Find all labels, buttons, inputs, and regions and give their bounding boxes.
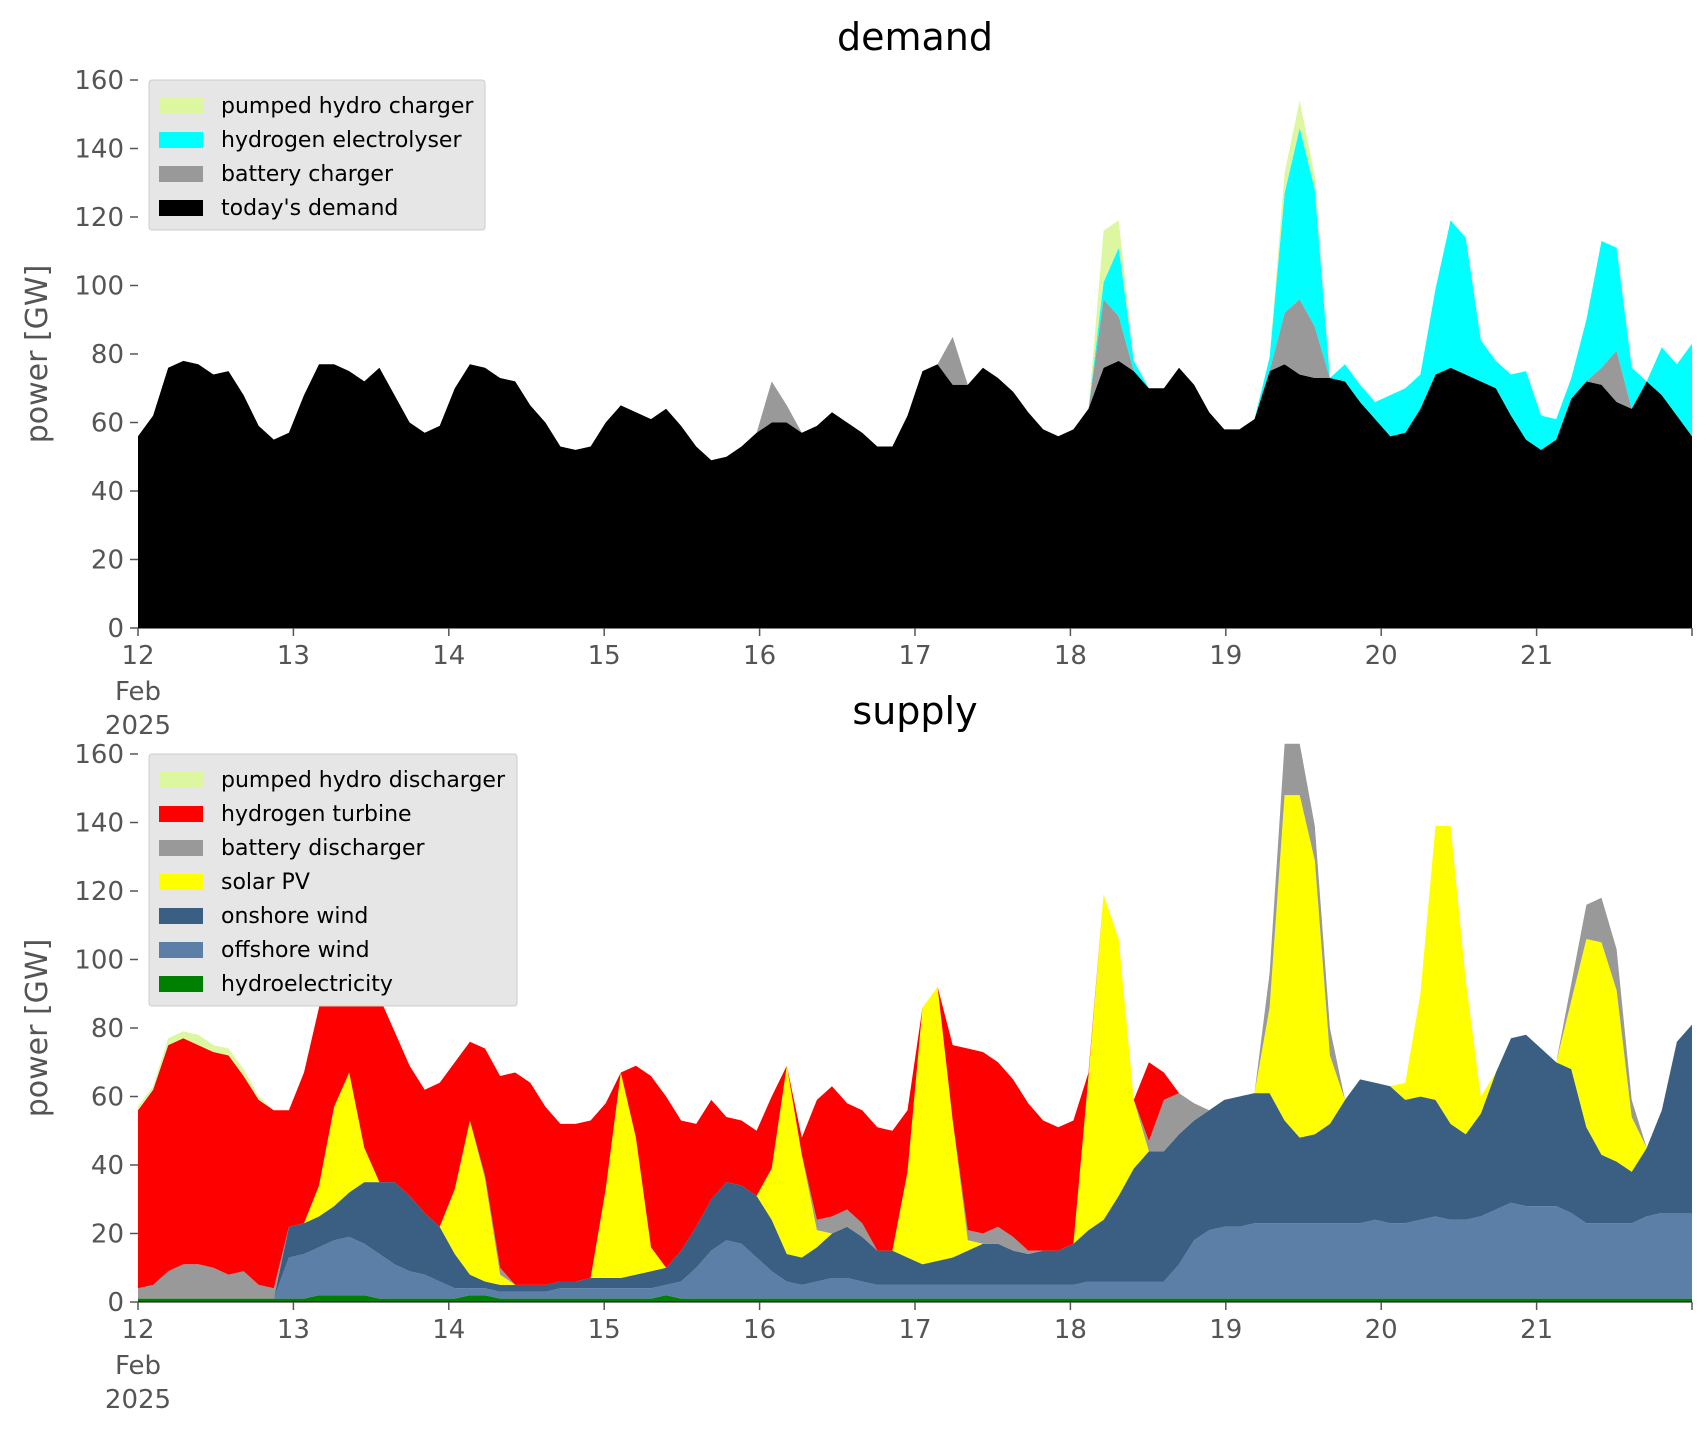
legend-label: today's demand xyxy=(221,196,398,221)
legend-label: onshore wind xyxy=(221,904,368,929)
y-tick-label: 100 xyxy=(74,272,124,302)
y-axis-label: power [GW] xyxy=(20,265,55,444)
legend-label: pumped hydro discharger xyxy=(221,768,506,793)
legend-box xyxy=(148,79,486,231)
area-hydrogen-electrolyser xyxy=(138,127,1692,461)
x-tick-label: 12 xyxy=(121,1315,154,1345)
x-tick-label: 15 xyxy=(588,1315,621,1345)
y-tick-label: 160 xyxy=(74,740,124,770)
x-tick-label: 13 xyxy=(277,1315,310,1345)
x-tick-sublabel: Feb xyxy=(115,1351,161,1381)
legend-swatch xyxy=(159,132,203,148)
y-tick-label: 0 xyxy=(107,1288,124,1318)
legend-label: pumped hydro charger xyxy=(221,94,474,119)
x-tick-label: 12 xyxy=(121,641,154,671)
area-offshore-wind xyxy=(138,1202,1692,1299)
supply-panel: supply 0 20 40 60 80 100 120 140 160 power [GW] 12 1… xyxy=(20,689,1693,1415)
x-tick-label: 18 xyxy=(1054,641,1087,671)
legend-label: battery discharger xyxy=(221,836,426,861)
y-tick-label: 60 xyxy=(91,409,124,439)
chart-title: supply xyxy=(852,689,977,733)
area-solar-pv xyxy=(138,795,1692,1299)
y-tick-label: 80 xyxy=(91,1014,124,1044)
x-tick-label: 19 xyxy=(1209,1315,1242,1345)
legend-swatch xyxy=(159,200,203,216)
y-tick-label: 100 xyxy=(74,946,124,976)
area-series xyxy=(138,100,1692,628)
x-tick-label: 14 xyxy=(432,641,465,671)
x-tick-label: 16 xyxy=(743,1315,776,1345)
legend-swatch xyxy=(159,98,203,114)
legend-label: solar PV xyxy=(221,870,310,895)
y-tick-label: 20 xyxy=(91,546,124,576)
area-hydrogen-turbine xyxy=(138,743,1692,1289)
area-series xyxy=(138,743,1692,1302)
y-tick-label: 140 xyxy=(74,135,124,165)
legend-box xyxy=(148,753,518,1007)
y-tick-label: 140 xyxy=(74,809,124,839)
legend-swatch xyxy=(159,976,203,992)
x-tick-label: 16 xyxy=(743,641,776,671)
x-tick-label: 20 xyxy=(1365,1315,1398,1345)
x-tick-sublabel: 2025 xyxy=(105,1385,171,1415)
legend-label: hydrogen electrolyser xyxy=(221,128,462,153)
x-tick-label: 18 xyxy=(1054,1315,1087,1345)
legend-label: hydroelectricity xyxy=(221,972,393,997)
legend-swatch xyxy=(159,908,203,924)
area-onshore-wind xyxy=(138,1024,1692,1299)
legend-swatch xyxy=(159,874,203,890)
y-axis-label: power [GW] xyxy=(20,939,55,1118)
legend-swatch xyxy=(159,772,203,788)
x-tick-label: 13 xyxy=(277,641,310,671)
x-tick-label: 14 xyxy=(432,1315,465,1345)
x-tick-label: 17 xyxy=(898,1315,931,1345)
x-tick-sublabel: 2025 xyxy=(105,711,171,741)
legend: pumped hydro discharger hydrogen turbine b… xyxy=(148,753,518,1007)
legend-swatch xyxy=(159,840,203,856)
y-tick-label: 120 xyxy=(74,203,124,233)
y-tick-label: 20 xyxy=(91,1220,124,1250)
y-tick-label: 0 xyxy=(107,614,124,644)
legend: pumped hydro charger hydrogen electrolyse… xyxy=(148,79,486,231)
legend-label: offshore wind xyxy=(221,938,370,963)
y-tick-label: 80 xyxy=(91,340,124,370)
legend-swatch xyxy=(159,942,203,958)
legend-label: hydrogen turbine xyxy=(221,802,412,827)
x-tick-label: 21 xyxy=(1520,1315,1553,1345)
legend-swatch xyxy=(159,806,203,822)
demand-panel: demand 0 20 40 60 80 100 120 140 160 power [GW] 12 1… xyxy=(20,15,1693,741)
x-tick-sublabel: Feb xyxy=(115,677,161,707)
y-tick-label: 160 xyxy=(74,66,124,96)
area-battery-charger xyxy=(138,299,1692,461)
x-tick-label: 15 xyxy=(588,641,621,671)
legend-swatch xyxy=(159,166,203,182)
x-tick-label: 17 xyxy=(898,641,931,671)
y-tick-label: 120 xyxy=(74,877,124,907)
x-tick-label: 19 xyxy=(1209,641,1242,671)
area-today-s-demand xyxy=(138,360,1692,628)
y-tick-label: 40 xyxy=(91,477,124,507)
x-tick-label: 21 xyxy=(1520,641,1553,671)
legend-label: battery charger xyxy=(221,162,394,187)
x-tick-label: 20 xyxy=(1365,641,1398,671)
y-tick-label: 60 xyxy=(91,1083,124,1113)
y-tick-label: 40 xyxy=(91,1151,124,1181)
chart-title: demand xyxy=(837,15,993,59)
